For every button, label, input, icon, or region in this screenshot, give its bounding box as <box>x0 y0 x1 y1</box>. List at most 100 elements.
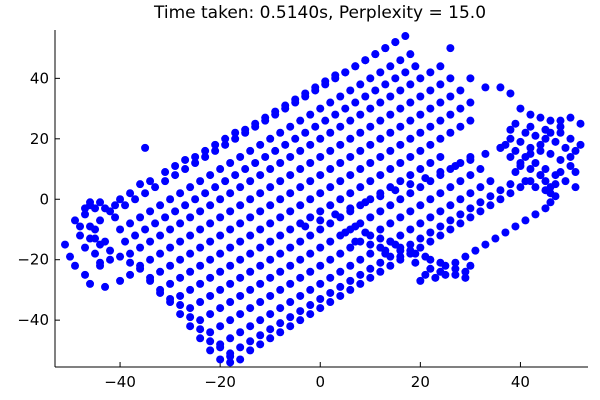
data-point <box>371 50 380 59</box>
data-point <box>351 62 360 71</box>
data-point <box>526 143 535 152</box>
data-point <box>481 83 490 92</box>
data-point <box>576 140 585 149</box>
data-point <box>366 249 375 258</box>
data-point <box>191 152 200 161</box>
data-point <box>341 228 350 237</box>
data-point <box>351 222 360 231</box>
data-point <box>171 171 180 180</box>
data-point <box>336 282 345 291</box>
data-point <box>176 237 185 246</box>
data-point <box>561 143 570 152</box>
data-point <box>366 158 375 167</box>
data-point <box>566 134 575 143</box>
data-point <box>161 213 170 222</box>
data-point <box>151 219 160 228</box>
data-point <box>326 298 335 307</box>
data-point <box>381 44 390 53</box>
data-point <box>446 225 455 234</box>
data-point <box>561 177 570 186</box>
data-point <box>536 146 545 155</box>
data-point <box>196 243 205 252</box>
data-point <box>486 177 495 186</box>
y-tick-label: −20 <box>17 251 49 269</box>
data-point <box>226 243 235 252</box>
data-point <box>406 98 415 107</box>
data-point <box>436 207 445 216</box>
data-point <box>406 152 415 161</box>
data-point <box>266 255 275 264</box>
data-point <box>206 310 215 319</box>
data-point <box>256 316 265 325</box>
data-point <box>126 189 135 198</box>
data-point <box>576 119 585 128</box>
x-tick-label: −40 <box>104 373 136 391</box>
data-point <box>286 171 295 180</box>
data-point <box>276 231 285 240</box>
data-point <box>216 165 225 174</box>
data-point <box>451 162 460 171</box>
data-point <box>516 162 525 171</box>
data-point <box>141 225 150 234</box>
data-point <box>186 231 195 240</box>
data-point <box>436 98 445 107</box>
data-point <box>236 201 245 210</box>
data-point <box>386 92 395 101</box>
data-point <box>226 261 235 270</box>
data-point <box>66 252 75 261</box>
data-point <box>146 276 155 285</box>
data-point <box>291 98 300 107</box>
data-point <box>341 68 350 77</box>
data-point <box>201 189 210 198</box>
data-point <box>216 249 225 258</box>
data-point <box>416 276 425 285</box>
data-point <box>246 346 255 355</box>
data-point <box>166 261 175 270</box>
data-point <box>256 243 265 252</box>
data-point <box>106 207 115 216</box>
data-point <box>356 80 365 89</box>
data-point <box>376 234 385 243</box>
data-point <box>466 261 475 270</box>
data-point <box>366 177 375 186</box>
data-point <box>336 158 345 167</box>
data-point <box>511 222 520 231</box>
data-point <box>346 276 355 285</box>
x-tick-label: 0 <box>315 373 325 391</box>
data-point <box>376 134 385 143</box>
data-point <box>186 322 195 331</box>
data-point <box>231 134 240 143</box>
data-point <box>81 204 90 213</box>
data-point <box>256 189 265 198</box>
data-point <box>336 177 345 186</box>
data-point <box>396 104 405 113</box>
data-point <box>331 210 340 219</box>
data-point <box>116 225 125 234</box>
data-point <box>286 243 295 252</box>
data-point <box>336 92 345 101</box>
data-point <box>266 237 275 246</box>
data-point <box>186 285 195 294</box>
data-point <box>156 231 165 240</box>
data-point <box>506 125 515 134</box>
data-point <box>311 122 320 131</box>
data-point <box>426 213 435 222</box>
data-point <box>571 146 580 155</box>
data-point <box>216 304 225 313</box>
data-point <box>566 162 575 171</box>
data-point <box>286 261 295 270</box>
data-point <box>461 273 470 282</box>
data-point <box>266 219 275 228</box>
data-point <box>506 152 515 161</box>
data-point <box>196 207 205 216</box>
data-point <box>236 219 245 228</box>
data-point <box>531 210 540 219</box>
data-point <box>366 264 375 273</box>
data-point <box>196 177 205 186</box>
data-point <box>261 116 270 125</box>
data-point <box>336 249 345 258</box>
data-point <box>286 322 295 331</box>
data-point <box>316 261 325 270</box>
data-point <box>316 294 325 303</box>
